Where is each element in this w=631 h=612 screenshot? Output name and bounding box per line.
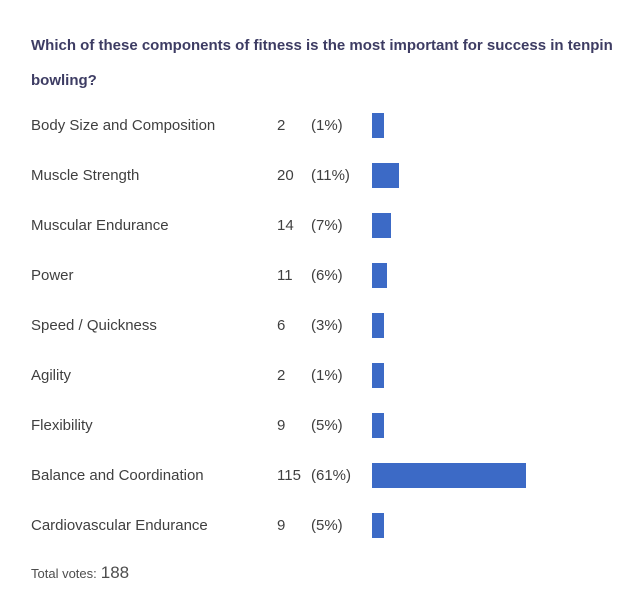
poll-widget: Which of these components of fitness is … — [31, 37, 621, 583]
poll-option-row: Muscular Endurance 14 (7%) — [31, 200, 621, 250]
poll-option-percent: (61%) — [311, 466, 352, 484]
total-votes-value: 188 — [100, 563, 130, 582]
poll-option-count: 9 — [277, 416, 286, 434]
poll-option-label: Cardiovascular Endurance — [31, 516, 208, 534]
poll-option-row: Agility 2 (1%) — [31, 350, 621, 400]
poll-option-percent: (1%) — [311, 116, 343, 134]
poll-option-percent: (3%) — [311, 316, 343, 334]
poll-option-label: Body Size and Composition — [31, 116, 216, 134]
total-votes-label: Total votes: — [31, 566, 97, 581]
poll-option-label: Agility — [31, 366, 72, 384]
poll-option-percent: (11%) — [311, 166, 350, 184]
poll-option-row: Cardiovascular Endurance 9 (5%) — [31, 500, 621, 550]
poll-option-percent: (6%) — [311, 266, 343, 284]
poll-option-label: Muscular Endurance — [31, 216, 169, 234]
poll-question-title: Which of these components of fitness is … — [31, 37, 613, 89]
poll-option-percent: (7%) — [311, 216, 343, 234]
poll-option-row: Muscle Strength 20 (11%) — [31, 150, 621, 200]
poll-option-label: Balance and Coordination — [31, 466, 204, 484]
poll-option-bar — [372, 462, 526, 488]
poll-option-bar — [372, 262, 387, 288]
poll-option-count: 20 — [277, 166, 294, 184]
poll-option-row: Balance and Coordination 115 (61%) — [31, 450, 621, 500]
poll-option-count: 2 — [277, 366, 286, 384]
poll-option-label: Flexibility — [31, 416, 93, 434]
poll-option-percent: (5%) — [311, 516, 343, 534]
poll-option-count: 9 — [277, 516, 286, 534]
poll-option-bar — [372, 362, 384, 388]
poll-option-count: 2 — [277, 116, 286, 134]
poll-option-count: 14 — [277, 216, 294, 234]
poll-results-list: Body Size and Composition 2 (1%) Muscle Str… — [31, 100, 621, 550]
poll-option-count: 6 — [277, 316, 286, 334]
poll-option-bar — [372, 112, 384, 138]
poll-option-row: Speed / Quickness 6 (3%) — [31, 300, 621, 350]
poll-option-bar — [372, 162, 399, 188]
poll-option-label: Muscle Strength — [31, 166, 140, 184]
poll-option-bar — [372, 212, 391, 238]
poll-option-percent: (5%) — [311, 416, 343, 434]
poll-option-bar — [372, 312, 384, 338]
poll-option-row: Power 11 (6%) — [31, 250, 621, 300]
poll-option-label: Power — [31, 266, 74, 284]
poll-option-percent: (1%) — [311, 366, 343, 384]
total-votes: Total votes: 188 — [31, 563, 621, 583]
poll-option-bar — [372, 512, 384, 538]
poll-option-row: Body Size and Composition 2 (1%) — [31, 100, 621, 150]
poll-option-bar — [372, 412, 384, 438]
poll-option-row: Flexibility 9 (5%) — [31, 400, 621, 450]
poll-option-label: Speed / Quickness — [31, 316, 157, 334]
poll-option-count: 11 — [277, 266, 293, 284]
poll-option-count: 115 — [277, 466, 301, 484]
